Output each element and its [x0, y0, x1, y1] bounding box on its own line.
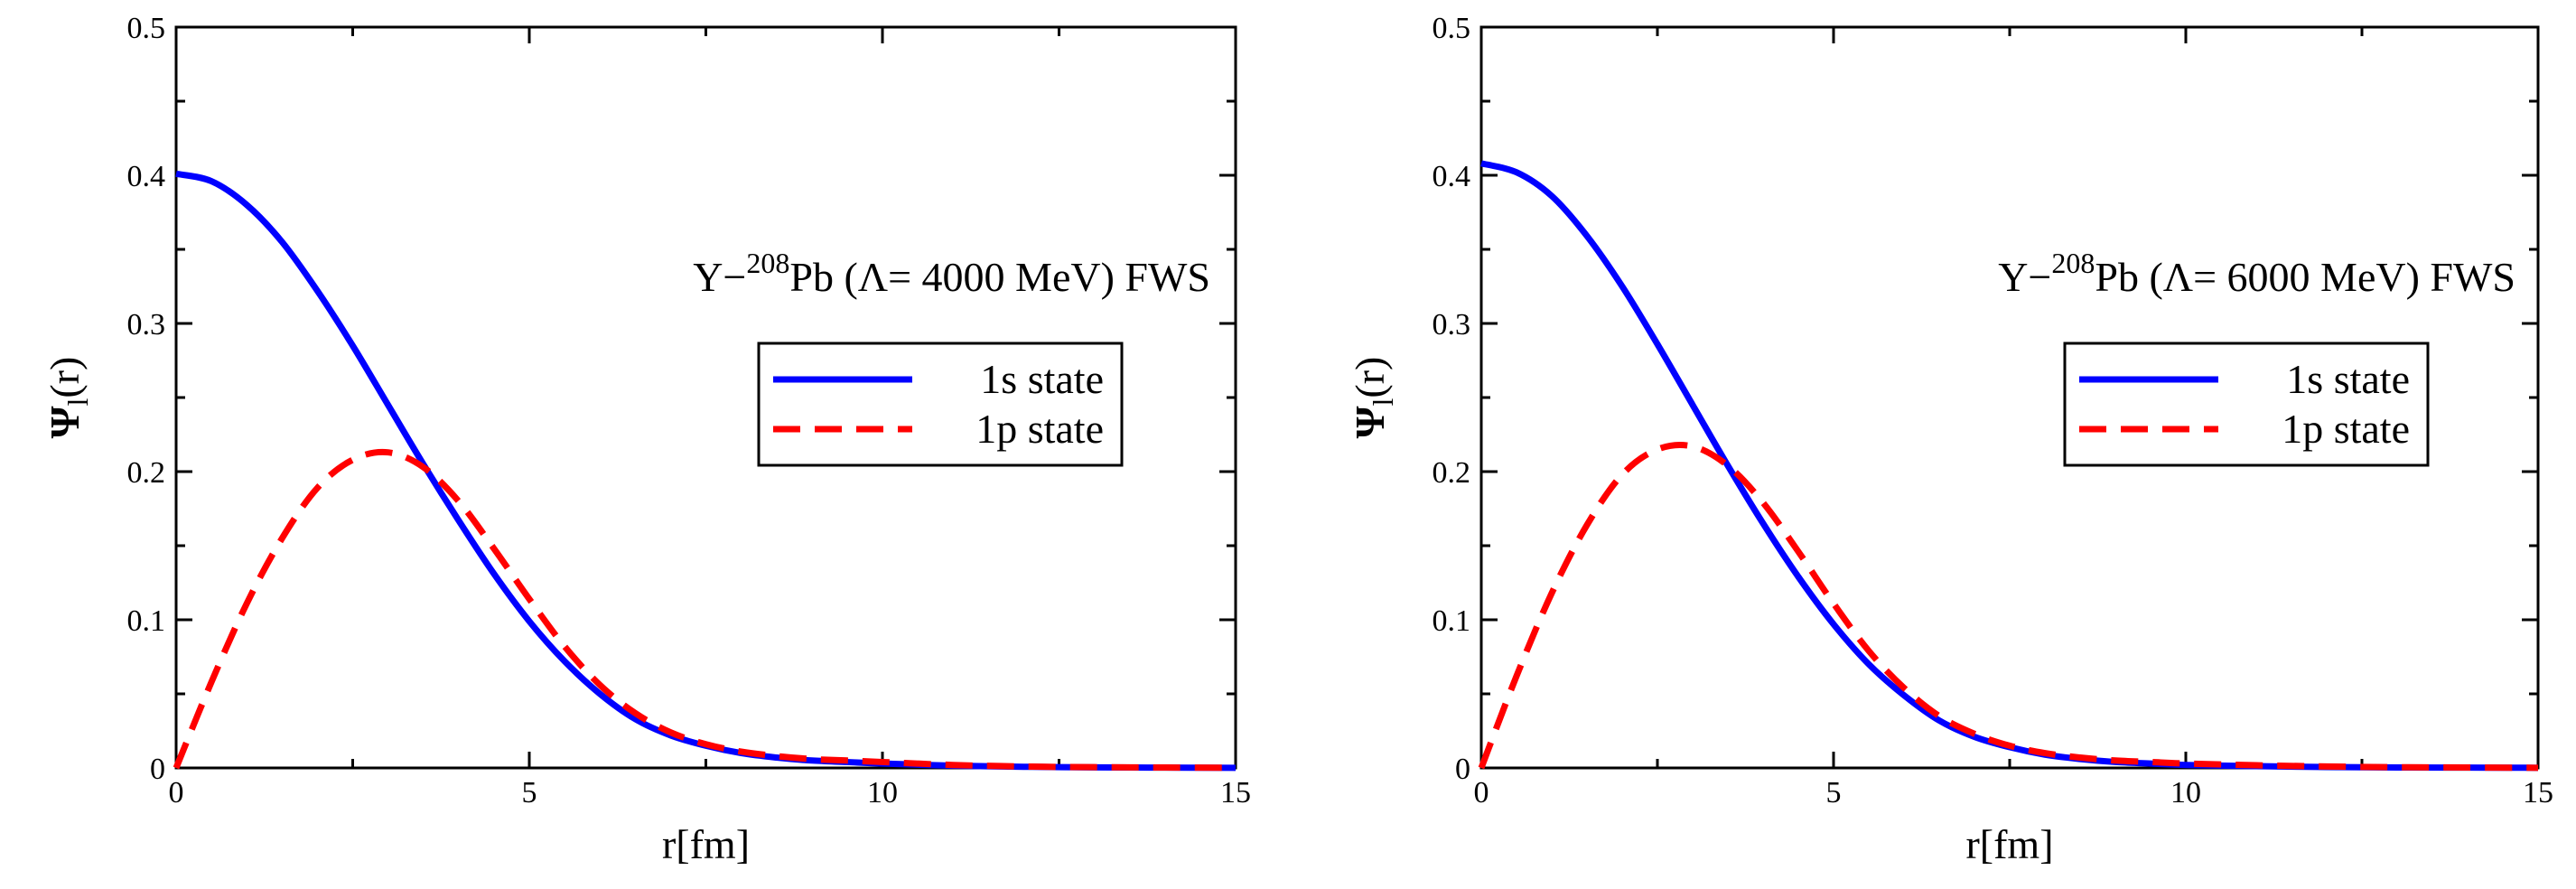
annotation-label: Y−208Pb (Λ= 4000 MeV) FWS — [693, 247, 1210, 300]
x-axis-label: r[fm] — [662, 821, 750, 867]
y-axis-label: Ψl(r) — [1347, 357, 1399, 439]
y-tick-label-0-5: 0.5 — [127, 12, 166, 45]
y-axis-label: Ψl(r) — [42, 357, 94, 439]
y-axis-label-tail: (r) — [42, 357, 88, 398]
legend-label-1p-state: 1p state — [2282, 406, 2410, 452]
y-tick-label-0-5: 0.5 — [1433, 12, 1471, 45]
y-tick-label-0-4: 0.4 — [127, 160, 166, 193]
x-tick-label-5: 5 — [522, 776, 537, 809]
annotation-mass-number: 208 — [746, 247, 789, 279]
x-tick-label-10: 10 — [2170, 776, 2201, 809]
y-tick-label-0-3: 0.3 — [1433, 308, 1471, 342]
y-tick-label-0: 0 — [150, 753, 165, 786]
x-axis-label: r[fm] — [1965, 821, 2053, 867]
chart-panel-right: 0 5 10 15 0 0.1 0.2 0.3 0.4 0.5 r[fm] Ψl(r) Y−208Pb … — [1347, 12, 2553, 867]
annotation-prefix: Y− — [693, 254, 746, 300]
x-tick-label-10: 10 — [867, 776, 898, 809]
y-tick-label-0-3: 0.3 — [127, 308, 166, 342]
y-axis-label-tail: (r) — [1347, 357, 1393, 398]
y-tick-label-0-4: 0.4 — [1433, 160, 1471, 193]
annotation-mass-number: 208 — [2051, 247, 2095, 279]
legend-box — [757, 342, 1124, 467]
y-tick-label-0: 0 — [1455, 753, 1470, 786]
series-line-1p-state — [1478, 441, 2539, 772]
y-axis-label-symbol: Ψ — [1347, 406, 1393, 438]
x-tick-label-15: 15 — [2523, 776, 2553, 809]
y-tick-label-0-1: 0.1 — [1433, 604, 1471, 638]
x-tick-label-0: 0 — [1474, 776, 1489, 809]
y-tick-label-0-2: 0.2 — [1433, 456, 1471, 490]
annotation-suffix: Pb (Λ= 6000 MeV) FWS — [2095, 254, 2515, 300]
x-tick-label-15: 15 — [1220, 776, 1251, 809]
legend-label-1p-state: 1p state — [975, 406, 1104, 452]
annotation-label: Y−208Pb (Λ= 6000 MeV) FWS — [1998, 247, 2515, 300]
legend-label-1s-state: 1s state — [980, 356, 1104, 402]
annotation-suffix: Pb (Λ= 4000 MeV) FWS — [789, 254, 1210, 300]
series-line-1p-state — [173, 448, 1237, 772]
y-tick-label-0-1: 0.1 — [127, 604, 166, 638]
x-tick-label-5: 5 — [1826, 776, 1842, 809]
legend-label-1s-state: 1s state — [2286, 356, 2410, 402]
y-axis-label-symbol: Ψ — [42, 406, 88, 438]
y-axis-label-subscript: l — [1367, 398, 1399, 406]
y-axis-label-subscript: l — [61, 398, 94, 406]
y-tick-label-0-2: 0.2 — [127, 456, 166, 490]
x-tick-label-0: 0 — [169, 776, 184, 809]
chart-panel-left: 0 5 10 15 0 0.1 0.2 0.3 0.4 0.5 r[fm] Ψl(r) Y−208Pb … — [42, 12, 1251, 867]
annotation-prefix: Y− — [1998, 254, 2051, 300]
legend-box — [2063, 342, 2430, 467]
